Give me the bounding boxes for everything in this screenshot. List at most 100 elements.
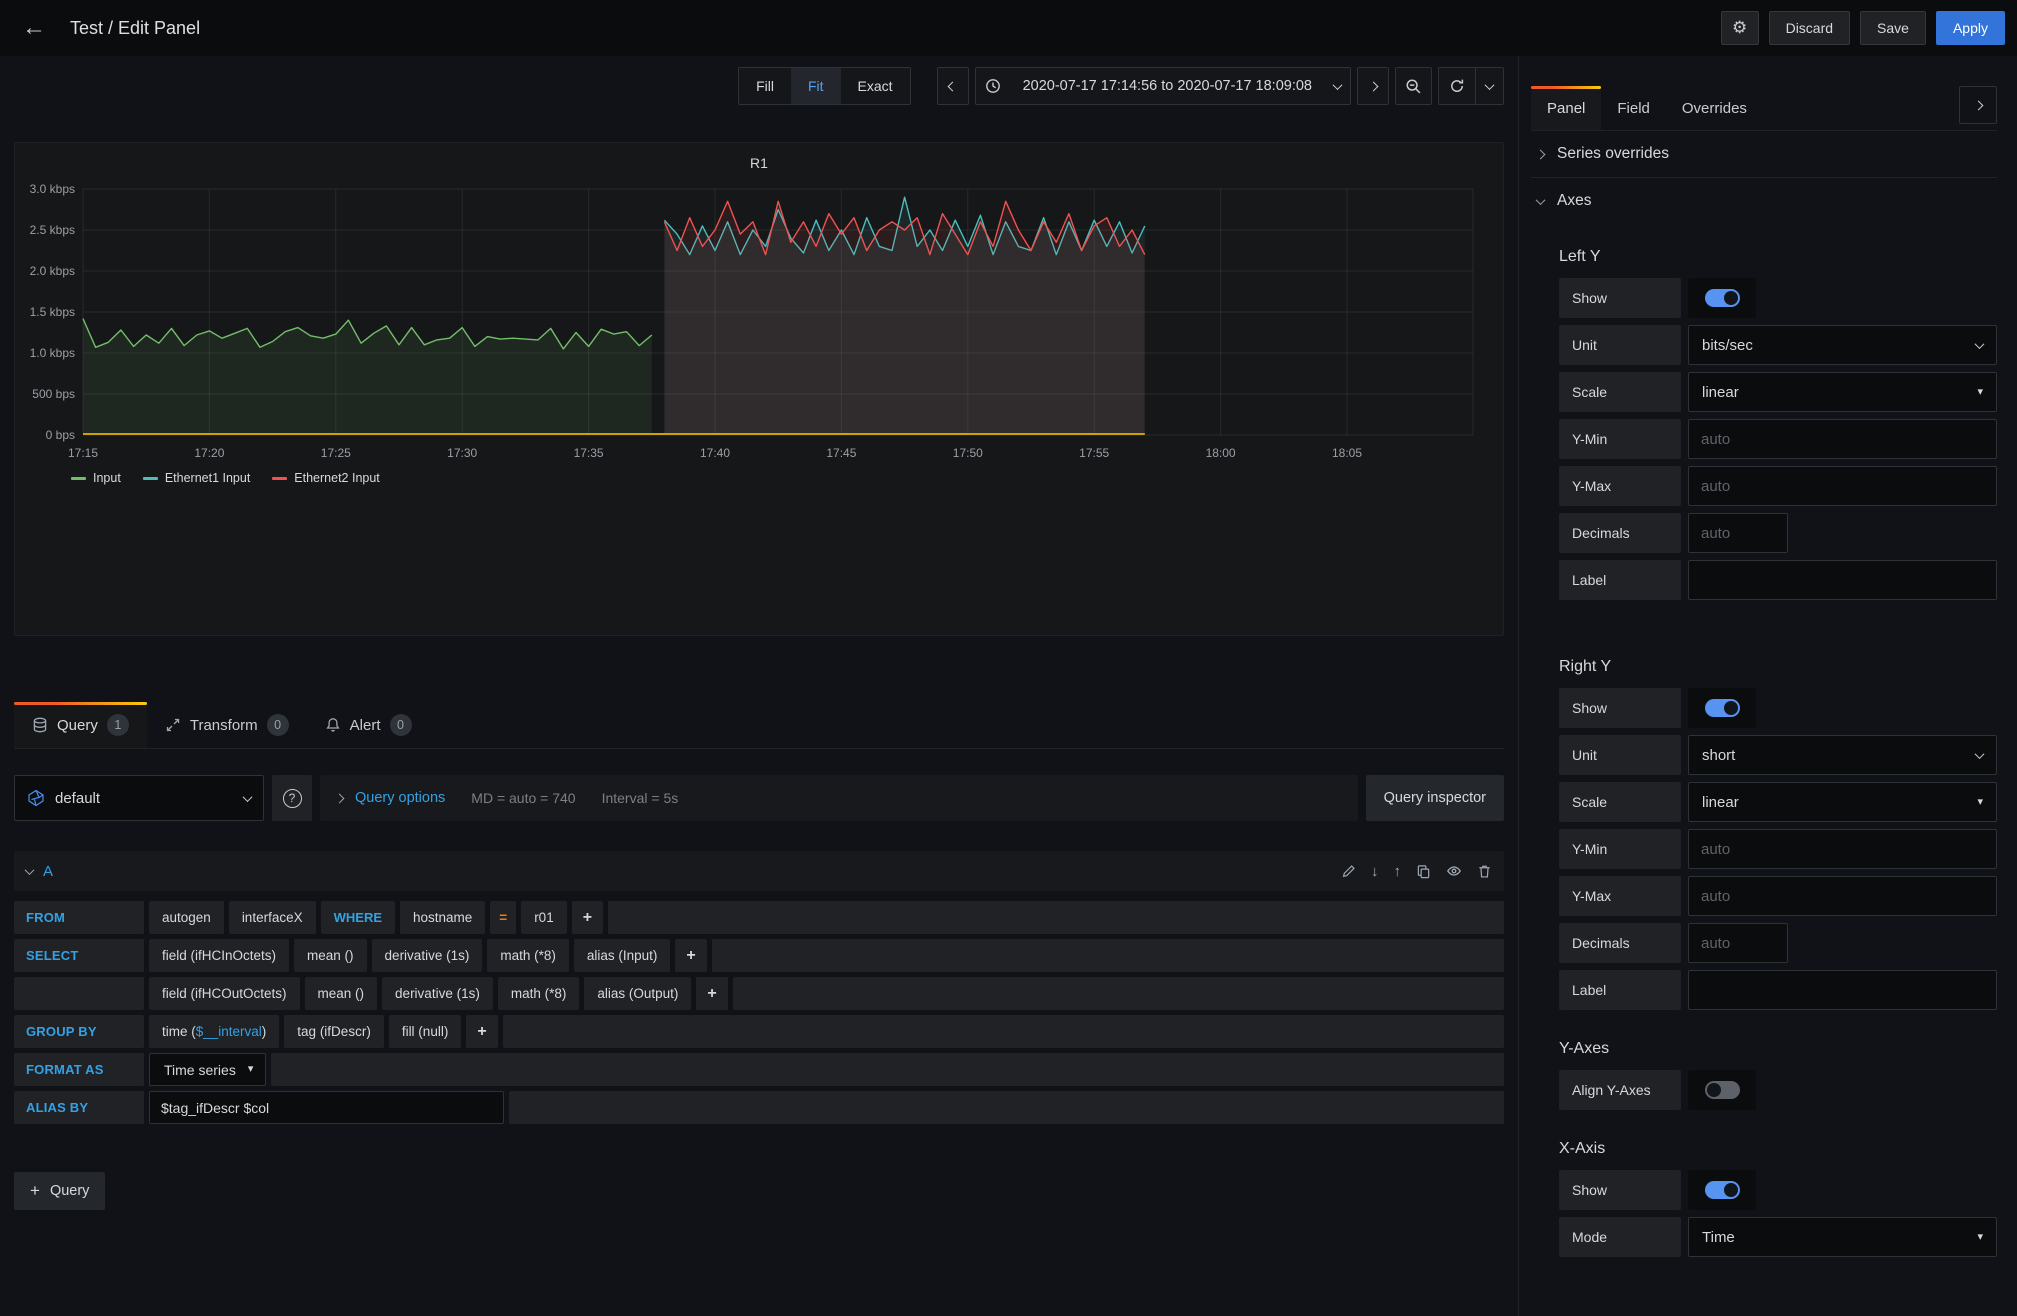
move-query-down-button[interactable]: ↓ [1371,862,1379,880]
option-label: Y-Min [1559,419,1681,459]
edit-query-button[interactable] [1341,864,1356,879]
query-segment[interactable]: mean () [304,977,378,1010]
chevron-right-icon [1368,81,1378,91]
datasource-help-button[interactable]: ? [272,775,312,821]
query-segment[interactable]: alias (Input) [573,939,671,972]
show-toggle[interactable] [1688,688,1756,728]
fit-option-fit[interactable]: Fit [790,68,841,104]
query-segment[interactable]: interfaceX [228,901,316,934]
datasource-picker[interactable]: default [14,775,264,821]
toggle-query-visibility-button[interactable] [1446,863,1462,879]
query-segment[interactable]: fill (null) [388,1015,462,1048]
group-heading: Right Y [1559,658,1612,675]
query-segment[interactable]: autogen [149,901,224,934]
align-y-axes-toggle[interactable] [1688,1070,1756,1110]
chevron-left-icon [947,81,958,91]
add-segment-button[interactable]: + [675,939,707,972]
move-query-up-button[interactable]: ↑ [1393,862,1402,880]
y-min-input[interactable] [1688,419,1997,459]
unit-select[interactable]: short [1688,735,1997,775]
legend-item-input[interactable]: Input [71,471,121,485]
tab-transform[interactable]: Transform 0 [147,702,307,748]
tab-field[interactable]: Field [1617,99,1650,117]
query-inspector-button[interactable]: Query inspector [1365,775,1504,821]
option-label: Decimals [1559,513,1681,553]
time-shift-forward-button[interactable] [1357,67,1389,105]
legend-item-ethernet1-input[interactable]: Ethernet1 Input [142,471,250,485]
panel-settings-button[interactable]: ⚙ [1720,11,1759,45]
save-button[interactable]: Save [1860,11,1926,45]
refresh-interval-dropdown[interactable] [1475,68,1503,104]
query-row-keyword: FROM [14,901,144,934]
panel-title: R1 [750,155,768,171]
y-max-input[interactable] [1688,466,1997,506]
back-button[interactable]: ← [12,6,56,50]
query-row-alias-by: ALIAS BY [14,1091,1504,1124]
show-toggle[interactable] [1688,278,1756,318]
query-row-group-by: GROUP BY time ($__interval) tag (ifDescr) f… [14,1015,1504,1048]
query-segment[interactable]: field (ifHCInOctets) [149,939,290,972]
add-query-button[interactable]: + Query [14,1172,106,1210]
tab-alert[interactable]: Alert 0 [307,702,430,748]
query-segment[interactable]: derivative (1s) [371,939,483,972]
discard-button[interactable]: Discard [1768,11,1851,45]
time-range-picker[interactable]: 2020-07-17 17:14:56 to 2020-07-17 18:09:… [974,67,1351,105]
row-filler [509,1091,1504,1124]
query-row-keyword [14,977,144,1010]
mode-select[interactable]: Time ▾ [1688,1217,1997,1257]
legend-item-ethernet2-input[interactable]: Ethernet2 Input [272,471,380,485]
tab-count-badge: 1 [106,714,129,736]
delete-query-button[interactable] [1477,864,1492,879]
query-segment[interactable]: derivative (1s) [382,977,493,1010]
y-max-input[interactable] [1688,876,1997,916]
main-column: Fill Fit Exact 2020-07-17 17:14:56 to 20… [0,56,1518,1316]
label-input[interactable] [1688,970,1997,1010]
query-segment[interactable]: math (*8) [497,977,580,1010]
add-segment-button[interactable]: + [466,1015,498,1048]
tab-panel[interactable]: Panel [1531,86,1602,130]
gear-icon: ⚙ [1731,18,1748,37]
x-axis-tick: 17:40 [700,446,730,460]
add-segment-button[interactable]: + [696,977,728,1010]
query-card-header[interactable]: A ↓ ↑ [14,851,1504,891]
query-segment[interactable]: alias (Output) [584,977,692,1010]
time-shift-back-button[interactable] [936,67,969,105]
duplicate-query-button[interactable] [1416,864,1431,879]
zoom-out-button[interactable] [1395,67,1432,105]
scale-select[interactable]: linear ▾ [1688,372,1997,412]
query-segment[interactable]: math (*8) [487,939,569,972]
scale-select[interactable]: linear ▾ [1688,782,1997,822]
section-series-overrides[interactable]: Series overrides [1531,130,1997,177]
add-segment-button[interactable]: + [571,901,604,934]
tab-query[interactable]: Query 1 [14,702,147,748]
query-segment[interactable]: hostname [400,901,486,934]
unit-select[interactable]: bits/sec [1688,325,1997,365]
fit-option-fill[interactable]: Fill [756,78,774,94]
section-axes[interactable]: Axes [1531,177,1997,224]
format-as-value: Time series [164,1061,236,1078]
query-row-keyword: FORMAT AS [14,1053,144,1086]
tab-overrides[interactable]: Overrides [1681,99,1747,117]
query-segment[interactable]: mean () [294,939,367,972]
decimals-input[interactable] [1688,513,1788,553]
query-segment[interactable]: field (ifHCOutOctets) [149,977,300,1010]
query-segment[interactable]: r01 [521,901,567,934]
show-toggle[interactable] [1688,1170,1756,1210]
query-segment[interactable]: = [490,901,517,934]
label-input[interactable] [1688,560,1997,600]
query-segment[interactable]: time ($__interval) [149,1015,280,1048]
fit-option-exact[interactable]: Exact [857,78,893,94]
refresh-button[interactable] [1439,68,1475,104]
query-segment[interactable]: WHERE [320,901,395,934]
decimals-input[interactable] [1688,923,1788,963]
query-options-toggle[interactable]: Query options [334,790,445,806]
apply-button[interactable]: Apply [1935,11,2005,45]
collapse-options-button[interactable] [1959,86,1997,124]
query-segment[interactable]: tag (ifDescr) [284,1015,384,1048]
query-segment[interactable]: Time series ▾ [149,1053,267,1086]
caret-down-icon: ▾ [247,1063,254,1075]
alias-by-input[interactable] [149,1091,504,1124]
chevron-right-icon [1973,100,1983,110]
y-min-input[interactable] [1688,829,1997,869]
